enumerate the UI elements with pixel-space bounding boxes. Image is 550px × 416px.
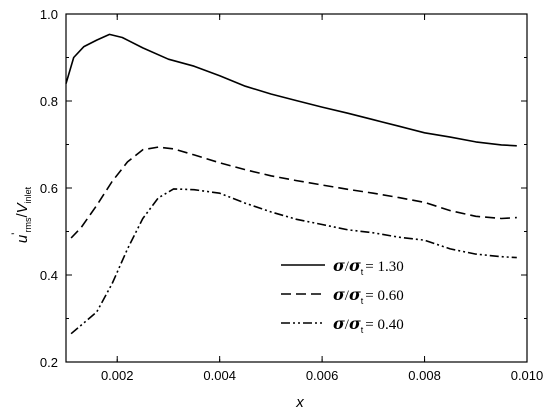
- x-tick-label: 0.010: [511, 368, 544, 383]
- x-tick-label: 0.006: [306, 368, 339, 383]
- legend-item-2: σ/σt = 0.60: [281, 285, 404, 306]
- y-label-slash: /: [14, 213, 31, 218]
- series-line-1: [65, 33, 517, 147]
- x-tick-label: 0.008: [408, 368, 441, 383]
- y-label-v: V: [14, 201, 31, 213]
- y-tick-label: 0.4: [40, 268, 58, 283]
- series-line-2: [70, 146, 517, 239]
- y-tick-label: 0.6: [40, 181, 58, 196]
- x-tick-label: 0.004: [203, 368, 236, 383]
- legend-item-3: σ/σt = 0.40: [281, 314, 404, 335]
- y-label-u: u: [14, 234, 31, 243]
- plot-frame: [65, 13, 528, 363]
- y-label-prime: ': [9, 233, 23, 235]
- x-axis-label: x: [295, 394, 304, 411]
- y-tick-label: 1.0: [40, 7, 58, 22]
- svg-text:u'rms/Vinlet: u'rms/Vinlet: [9, 186, 33, 243]
- axes-layer: [65, 13, 528, 363]
- y-tick-label: 0.8: [40, 94, 58, 109]
- legend-label: σ/σt = 0.40: [333, 314, 404, 335]
- legend-label: σ/σt = 0.60: [333, 285, 404, 306]
- legend: σ/σt = 1.30 σ/σt = 0.60 σ/σt = 0.40: [281, 256, 404, 335]
- series-layer: [65, 33, 517, 335]
- x-tick-label: 0.002: [101, 368, 134, 383]
- y-axis-label: u'rms/Vinlet: [9, 186, 33, 243]
- legend-label: σ/σt = 1.30: [333, 256, 404, 277]
- tick-labels: 0.002 0.004 0.006 0.008 0.010 0.2 0.4 0.6 0.8 1.0: [40, 7, 543, 383]
- y-tick-label: 0.2: [40, 355, 58, 370]
- y-label-sub-inlet: inlet: [23, 186, 33, 203]
- series-line-3: [70, 188, 517, 335]
- y-label-sub-rms: rms: [23, 217, 33, 232]
- legend-item-1: σ/σt = 1.30: [281, 256, 404, 277]
